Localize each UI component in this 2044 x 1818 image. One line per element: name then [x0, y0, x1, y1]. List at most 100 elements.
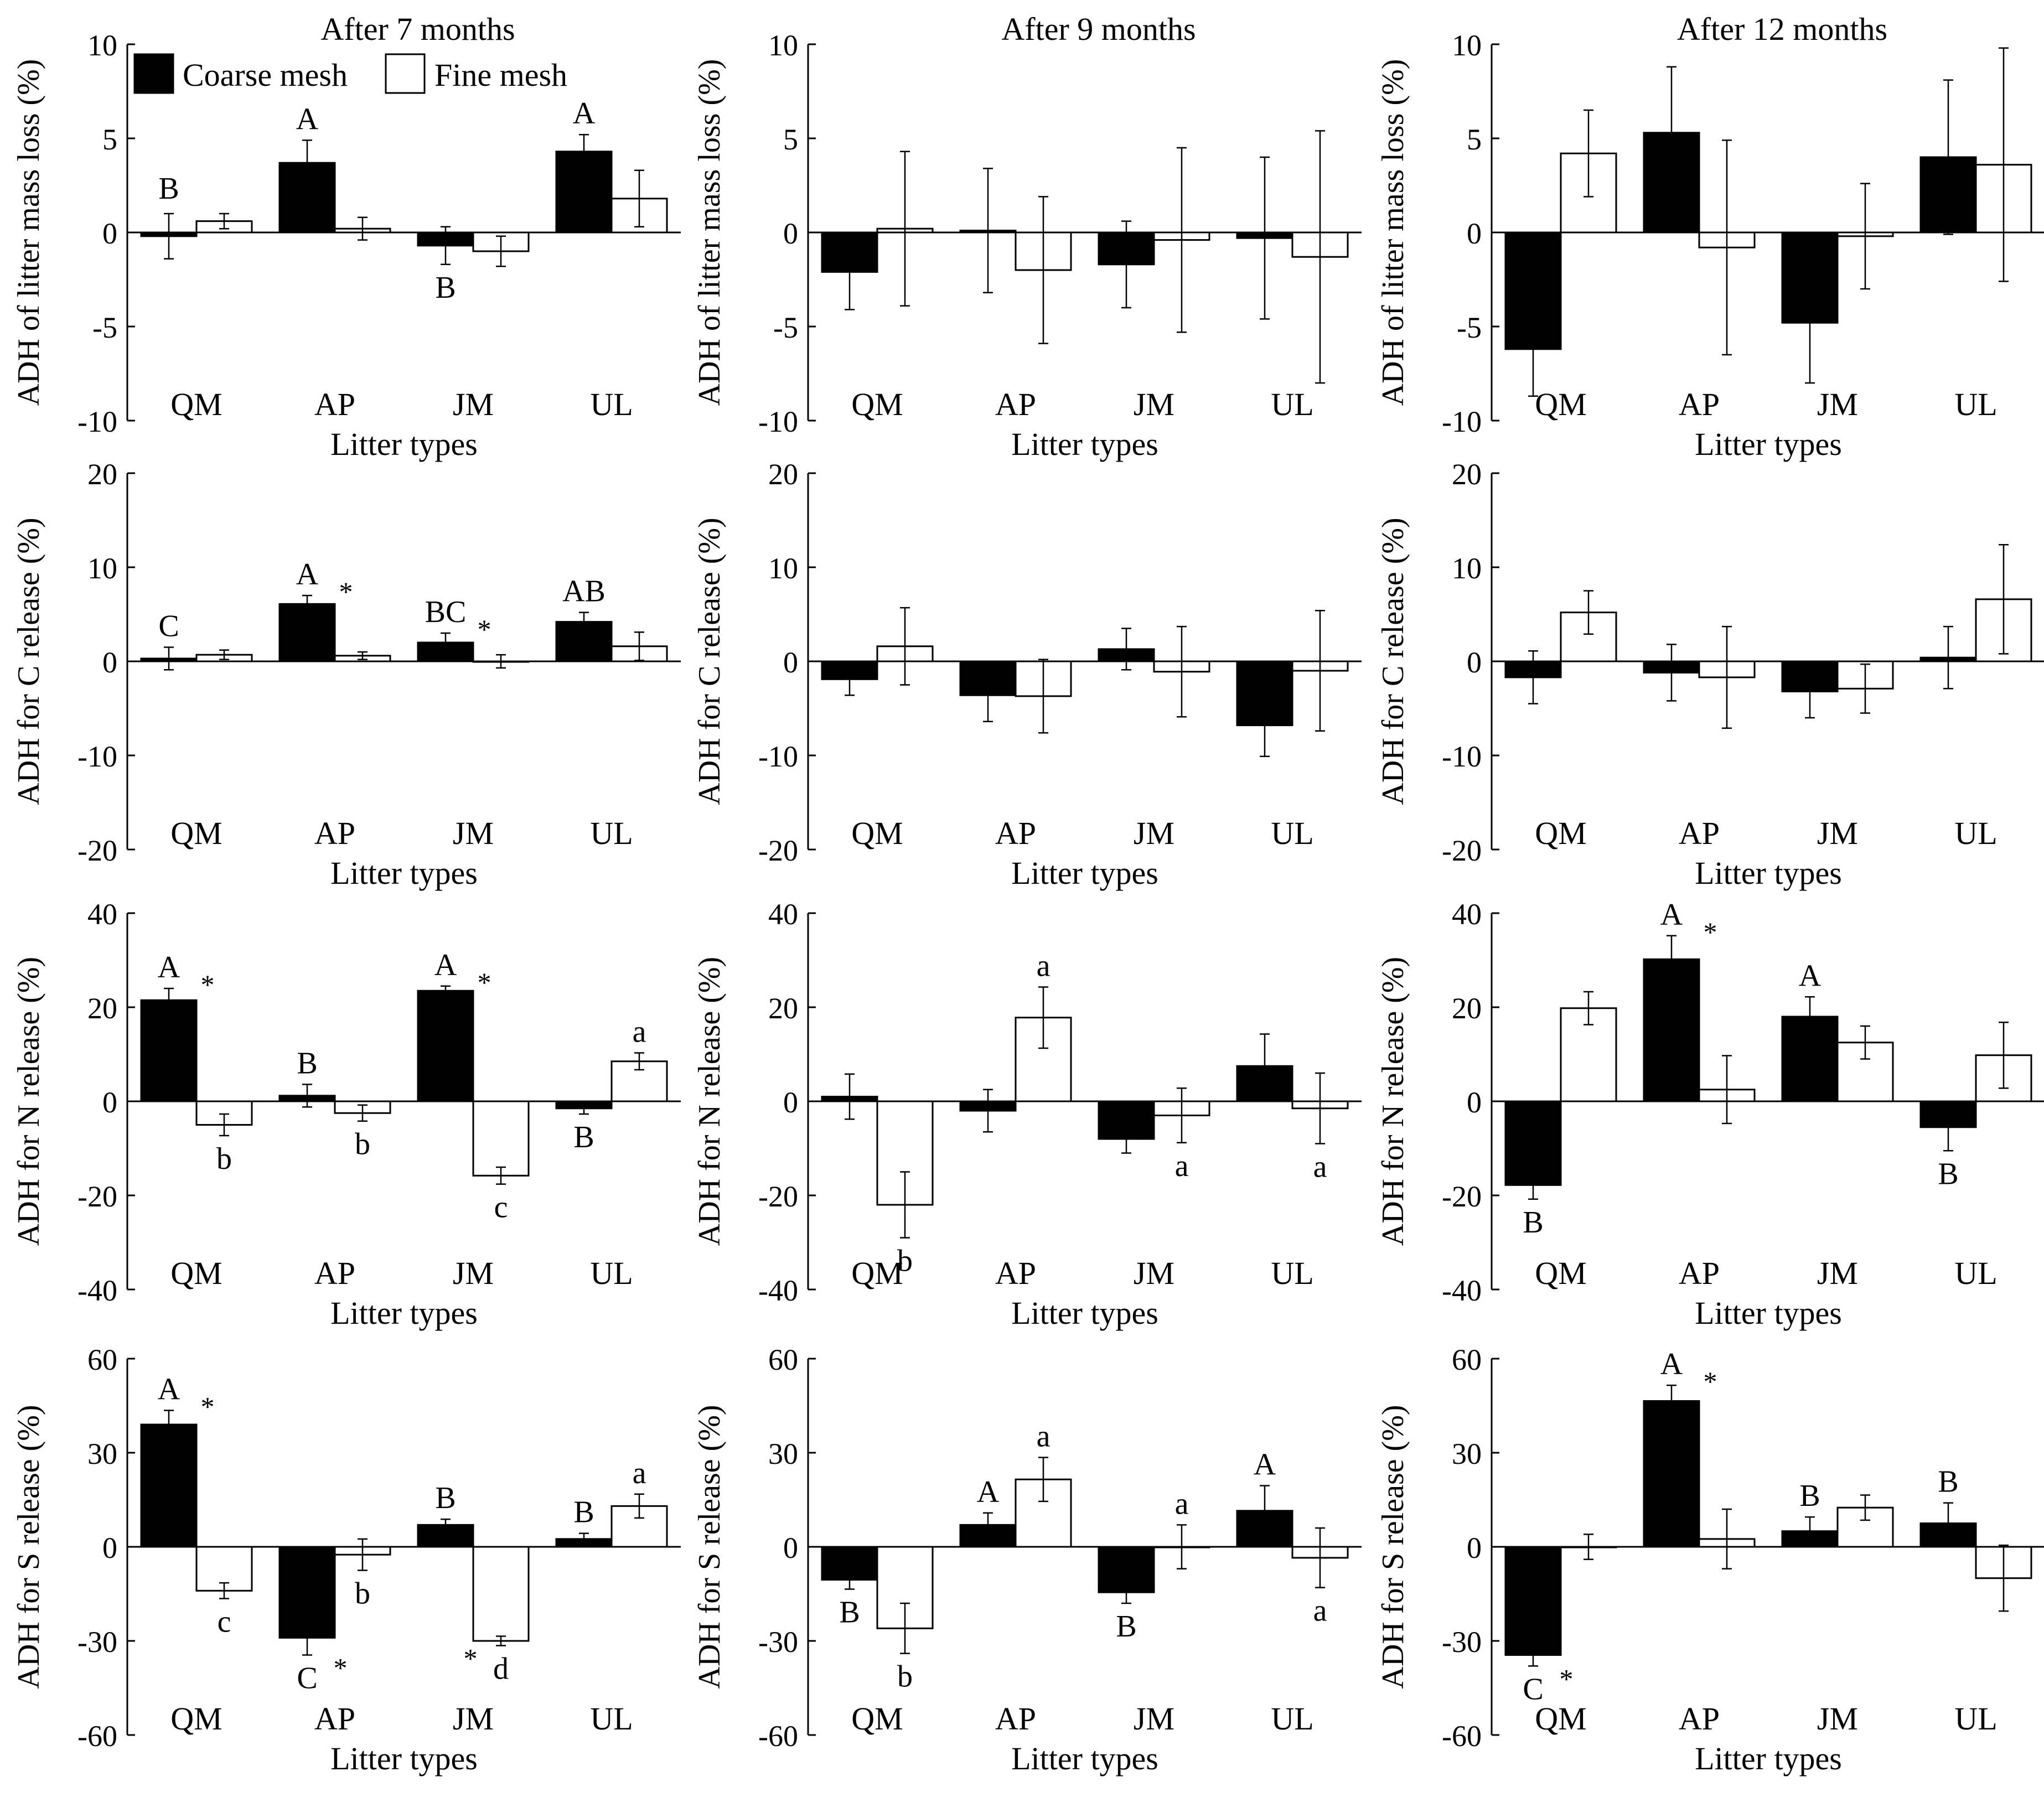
significance-letter: C: [158, 609, 179, 644]
category-label-AP: AP: [1679, 1701, 1720, 1737]
category-label-UL: UL: [590, 815, 633, 851]
y-tick-label: -20: [77, 1180, 117, 1213]
category-label-AP: AP: [314, 1701, 355, 1737]
y-tick-label: -5: [1457, 311, 1482, 344]
significance-letter: AB: [562, 574, 606, 609]
panel-r3c1: -60 -30 0 30 60 QM AP JM UL Litter types ADH for S…: [692, 1343, 1362, 1776]
category-label-AP: AP: [995, 1701, 1036, 1737]
category-label-JM: JM: [1817, 815, 1858, 851]
y-tick-label: 0: [102, 1531, 117, 1565]
y-tick-label: 40: [768, 898, 798, 931]
category-label-QM: QM: [170, 1701, 222, 1737]
category-label-QM: QM: [851, 815, 903, 851]
x-axis-label: Litter types: [330, 426, 478, 462]
significance-star: *: [478, 614, 491, 645]
category-label-AP: AP: [314, 386, 355, 422]
y-tick-label: 0: [783, 217, 798, 250]
significance-letter: B: [1799, 1479, 1820, 1513]
y-tick-label: 5: [783, 123, 798, 156]
y-tick-label: -5: [92, 311, 117, 344]
category-label-QM: QM: [170, 386, 222, 422]
significance-letter: A: [573, 96, 596, 131]
category-label-QM: QM: [170, 815, 222, 851]
category-label-JM: JM: [1817, 1255, 1858, 1291]
y-axis-label: ADH of litter mass loss (%): [12, 59, 46, 406]
y-tick-label: 60: [1452, 1343, 1482, 1376]
y-tick-label: -5: [773, 311, 798, 344]
significance-star: *: [1560, 1663, 1574, 1694]
y-tick-label: 60: [87, 1343, 117, 1376]
y-tick-label: -20: [1442, 1180, 1482, 1213]
significance-letter: C: [1523, 1672, 1543, 1706]
y-tick-label: 30: [1452, 1437, 1482, 1470]
significance-star: *: [339, 576, 353, 607]
significance-letter: B: [1938, 1157, 1958, 1191]
y-tick-label: 0: [1467, 217, 1482, 250]
significance-letter: A: [158, 950, 180, 985]
category-label-JM: JM: [1134, 386, 1174, 422]
y-axis-label: ADH for N release (%): [12, 957, 46, 1246]
significance-star: *: [1704, 1366, 1717, 1397]
category-label-AP: AP: [314, 1255, 355, 1291]
bar-coarse-JM: [1098, 1100, 1155, 1140]
y-tick-label: 0: [1467, 646, 1482, 679]
y-tick-label: 5: [102, 123, 117, 156]
category-label-UL: UL: [1954, 1701, 1997, 1737]
bar-fine-JM: [472, 1546, 530, 1642]
panel-r0c1: -10 -5 0 5 10 QM AP JM UL Litter types ADH of litt…: [692, 11, 1362, 462]
y-tick-label: -20: [758, 1180, 798, 1213]
y-axis-label: ADH for N release (%): [1376, 957, 1410, 1246]
significance-letter: B: [1523, 1205, 1543, 1240]
x-axis-label: Litter types: [1011, 1741, 1158, 1776]
x-axis-label: Litter types: [1695, 855, 1842, 891]
significance-letter: A: [1254, 1448, 1276, 1482]
category-label-QM: QM: [1535, 1255, 1586, 1291]
y-tick-label: 40: [1452, 898, 1482, 931]
x-axis-label: Litter types: [1695, 1741, 1842, 1776]
category-label-JM: JM: [1134, 1255, 1174, 1291]
bar-coarse-QM: [140, 1423, 198, 1548]
panel-r1c0: -20 -10 0 10 20 QM AP JM UL Litter types ADH for C…: [12, 458, 681, 891]
significance-letter: A: [296, 557, 319, 592]
y-tick-label: -60: [1442, 1719, 1482, 1753]
y-axis-label: ADH of litter mass loss (%): [692, 59, 727, 406]
significance-star: *: [334, 1653, 348, 1684]
significance-letter: B: [1116, 1609, 1136, 1644]
y-tick-label: 10: [768, 29, 798, 62]
y-tick-label: 0: [102, 217, 117, 250]
y-tick-label: 20: [768, 458, 798, 491]
y-tick-label: 40: [87, 898, 117, 931]
category-label-UL: UL: [1954, 815, 1997, 851]
y-tick-label: -40: [758, 1274, 798, 1307]
significance-letter: A: [434, 948, 457, 982]
significance-letter: A: [296, 102, 319, 136]
y-axis-label: ADH for S release (%): [1376, 1405, 1410, 1688]
x-axis-label: Litter types: [1695, 1295, 1842, 1331]
y-tick-label: -10: [77, 740, 117, 773]
y-tick-label: -10: [758, 740, 798, 773]
significance-letter: b: [355, 1127, 370, 1162]
panel-title: After 12 months: [1677, 11, 1887, 47]
significance-letter: b: [897, 1660, 913, 1694]
category-label-UL: UL: [590, 1701, 633, 1737]
significance-letter: A: [1660, 1347, 1683, 1381]
category-label-UL: UL: [1271, 1255, 1313, 1291]
significance-letter: c: [494, 1190, 508, 1225]
significance-letter: B: [297, 1046, 317, 1080]
y-tick-label: -10: [1442, 405, 1482, 438]
category-label-JM: JM: [1134, 815, 1174, 851]
category-label-AP: AP: [995, 1255, 1036, 1291]
category-label-UL: UL: [590, 1255, 633, 1291]
y-tick-label: -10: [1442, 740, 1482, 773]
legend-label-fine: Fine mesh: [434, 57, 567, 93]
category-label-UL: UL: [1271, 386, 1313, 422]
bar-coarse-AP: [1643, 1400, 1700, 1548]
significance-letter: a: [1313, 1150, 1327, 1184]
category-label-AP: AP: [1679, 1255, 1720, 1291]
y-tick-label: -20: [77, 834, 117, 867]
significance-letter: B: [573, 1120, 594, 1154]
legend-label-coarse: Coarse mesh: [183, 57, 348, 93]
y-tick-label: 0: [1467, 1531, 1482, 1565]
y-tick-label: 0: [102, 1086, 117, 1119]
